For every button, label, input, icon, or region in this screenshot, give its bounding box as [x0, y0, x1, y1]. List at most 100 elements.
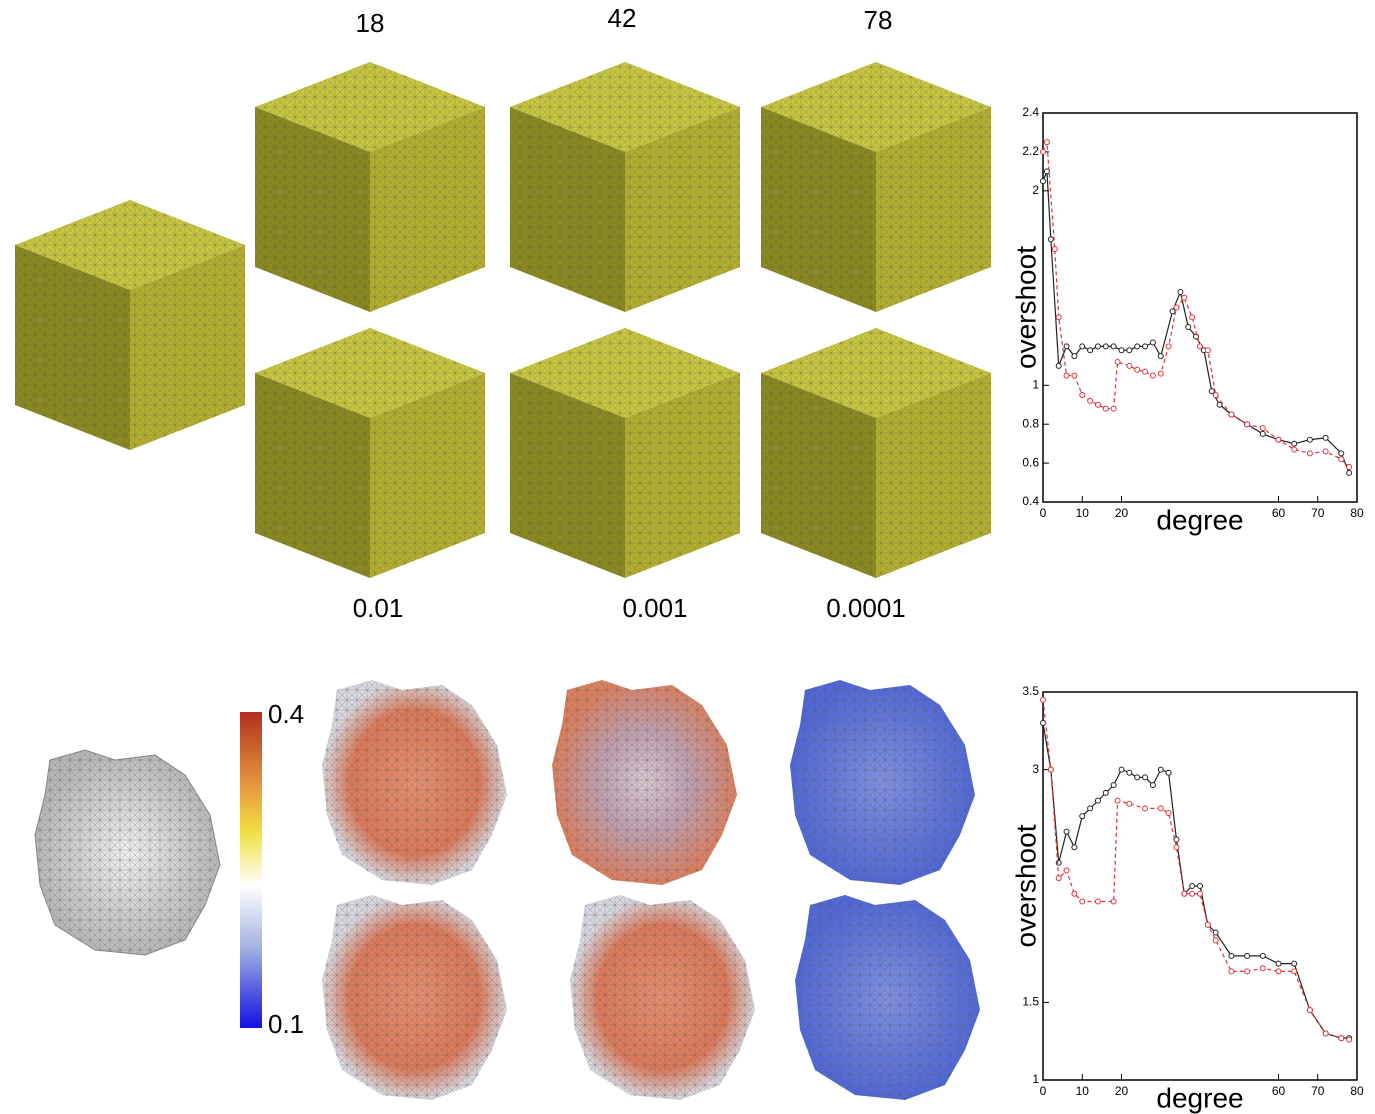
- cube-mesh: [255, 328, 485, 578]
- point: [1322, 434, 1329, 441]
- blob-overlay: [790, 680, 975, 885]
- colorbar: [240, 712, 262, 1028]
- point: [1134, 774, 1141, 781]
- point: [1040, 148, 1046, 155]
- point: [1291, 968, 1298, 975]
- column-label: 18: [356, 8, 385, 38]
- point: [1291, 960, 1298, 967]
- point: [1322, 448, 1329, 455]
- cube-mesh: [761, 328, 991, 578]
- point: [1063, 372, 1070, 379]
- point: [1126, 769, 1133, 776]
- point: [1071, 372, 1078, 379]
- point: [1346, 469, 1353, 476]
- point: [1094, 797, 1101, 804]
- y-tick-label: 0.6: [1022, 455, 1039, 469]
- y-tick-label: 3.5: [1022, 684, 1039, 698]
- point: [1291, 440, 1298, 447]
- point: [1275, 960, 1282, 967]
- point: [1338, 450, 1345, 457]
- point: [1079, 898, 1086, 905]
- point: [1134, 366, 1141, 373]
- point: [1102, 405, 1109, 412]
- x-tick-label: 70: [1311, 1084, 1325, 1098]
- point: [1087, 347, 1094, 354]
- y-tick-label: 0.4: [1022, 494, 1039, 508]
- y-tick-label: 1: [1032, 1072, 1039, 1086]
- point: [1043, 168, 1050, 175]
- point: [1181, 294, 1188, 301]
- point: [1126, 800, 1133, 807]
- cube-mesh: [255, 62, 485, 312]
- point: [1228, 968, 1235, 975]
- point: [1275, 436, 1282, 443]
- blob-meshes: [34, 680, 980, 1100]
- y-tick-label: 1: [1032, 377, 1039, 391]
- point: [1216, 401, 1223, 408]
- point: [1071, 353, 1078, 360]
- point: [1102, 789, 1109, 796]
- point: [1040, 178, 1046, 185]
- point: [1259, 952, 1266, 959]
- point: [1102, 343, 1109, 350]
- input-cube: [15, 200, 245, 450]
- point: [1185, 323, 1192, 330]
- cube-mesh: [510, 62, 740, 312]
- point: [1173, 836, 1180, 843]
- x-tick-label: 10: [1076, 1084, 1090, 1098]
- point: [1259, 965, 1266, 972]
- x-tick-label: 60: [1272, 506, 1286, 520]
- row-label: 0.001: [622, 593, 687, 623]
- blob-overlay: [552, 680, 737, 885]
- point: [1204, 347, 1211, 354]
- point: [1142, 368, 1149, 375]
- point: [1063, 867, 1070, 874]
- point: [1173, 844, 1180, 851]
- point: [1063, 343, 1070, 350]
- y-tick-label: 2.2: [1022, 144, 1039, 158]
- point: [1094, 898, 1101, 905]
- x-tick-label: 0: [1040, 506, 1047, 520]
- point: [1087, 805, 1094, 812]
- x-tick-label: 80: [1350, 1084, 1364, 1098]
- x-tick-label: 20: [1115, 1084, 1129, 1098]
- x-tick-label: 60: [1272, 1084, 1286, 1098]
- point: [1110, 782, 1117, 789]
- point: [1063, 828, 1070, 835]
- point: [1208, 388, 1215, 395]
- point: [1079, 343, 1086, 350]
- point: [1114, 358, 1121, 365]
- plot-frame: [1042, 112, 1358, 503]
- point: [1204, 921, 1211, 928]
- x-axis-label: degree: [1156, 504, 1243, 535]
- point: [1197, 343, 1203, 350]
- point: [1177, 288, 1184, 295]
- point: [1259, 430, 1266, 437]
- point: [1244, 968, 1251, 975]
- series-line: [1042, 141, 1350, 468]
- point: [1346, 1036, 1353, 1043]
- point: [1071, 844, 1078, 851]
- point: [1338, 1035, 1345, 1042]
- point: [1094, 343, 1101, 350]
- point: [1079, 813, 1086, 820]
- blob-overlay: [322, 680, 507, 885]
- point: [1157, 370, 1164, 377]
- y-tick-label: 2.4: [1022, 105, 1039, 119]
- point: [1157, 353, 1164, 360]
- point: [1142, 774, 1149, 781]
- point: [1169, 308, 1176, 315]
- point: [1189, 883, 1196, 889]
- point: [1306, 450, 1313, 457]
- point: [1079, 392, 1086, 399]
- point: [1322, 1030, 1329, 1037]
- blob-overlay: [570, 895, 755, 1100]
- point: [1110, 898, 1117, 905]
- point: [1134, 343, 1141, 350]
- point: [1110, 343, 1117, 350]
- point: [1306, 436, 1313, 443]
- blob-overlay: [322, 895, 507, 1100]
- y-tick-label: 3: [1032, 762, 1039, 776]
- column-label: 78: [864, 5, 893, 35]
